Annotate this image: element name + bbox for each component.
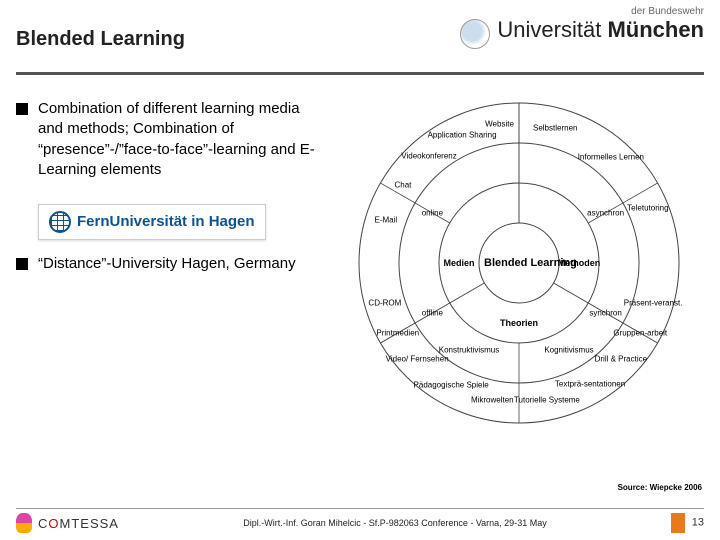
bullet-item: “Distance”-University Hagen, Germany xyxy=(16,254,326,274)
diagram-label: Textprä-sentationen xyxy=(555,379,625,388)
diagram-label: Präsent-veranst. xyxy=(624,299,683,308)
diagram-label: Printmedien xyxy=(376,329,419,338)
diagram-label: Videokonferenz xyxy=(401,151,456,160)
globe-icon xyxy=(460,19,490,49)
source-note: Source: Wiepcke 2006 xyxy=(618,483,702,492)
diagram-label: Application Sharing xyxy=(428,131,497,140)
slide-footer: COMTESSA Dipl.-Wirt.-Inf. Goran Mihelcic… xyxy=(0,508,720,540)
diagram-label: Video/ Fernsehen xyxy=(386,355,449,364)
footer-caption: Dipl.-Wirt.-Inf. Goran Mihelcic - Sf.P-9… xyxy=(119,518,671,528)
diagram-label: CD-ROM xyxy=(368,299,401,308)
bullet-marker xyxy=(16,103,28,115)
footer-brand: COMTESSA xyxy=(16,513,119,533)
bullet-text: “Distance”-University Hagen, Germany xyxy=(38,254,326,274)
diagram-center-label: Blended Learning xyxy=(484,257,554,269)
slide-content: Combination of different learning media … xyxy=(0,75,720,475)
diagram-label: Kognitivismus xyxy=(544,345,593,354)
bullet-list: Combination of different learning media … xyxy=(16,99,326,274)
diagram-label: Chat xyxy=(394,180,411,189)
diagram-label: E-Mail xyxy=(375,215,398,224)
diagram-label: Drill & Practice xyxy=(595,355,647,364)
fernuni-logo-label: FernUniversität in Hagen xyxy=(77,213,255,230)
comtessa-icon xyxy=(16,513,32,533)
diagram-label: offline xyxy=(422,309,443,318)
footer-row: COMTESSA Dipl.-Wirt.-Inf. Goran Mihelcic… xyxy=(0,509,720,533)
university-logo: der Bundeswehr Universität München xyxy=(460,6,704,49)
diagram-label: Mikrowelten xyxy=(471,396,514,405)
uni-name: Universität München xyxy=(497,17,704,42)
bullet-marker xyxy=(16,258,28,270)
diagram-label: Selbstlernen xyxy=(533,123,577,132)
diagram-label: Theorien xyxy=(500,318,538,328)
slide-header: Blended Learning der Bundeswehr Universi… xyxy=(0,0,720,72)
diagram-label: Konstruktivismus xyxy=(439,345,499,354)
diagram-label: Informelles Lernen xyxy=(578,153,644,162)
comtessa-text: COMTESSA xyxy=(38,516,119,531)
diagram-label: Methoden xyxy=(558,258,601,268)
diagram-label: Gruppen-arbeit xyxy=(613,329,667,338)
page-number: 13 xyxy=(692,517,704,529)
diagram-label: Medien xyxy=(443,258,474,268)
diagram-label: synchron xyxy=(589,309,621,318)
footer-page: 13 xyxy=(671,513,704,533)
bullet-item: Combination of different learning media … xyxy=(16,99,326,180)
diagram-label: Pädagogische Spiele xyxy=(414,381,489,390)
diagram-label: Tutorielle Systeme xyxy=(514,396,580,405)
blended-learning-diagram: Blended Learning Medien Methoden Theorien on… xyxy=(334,83,704,443)
fernuni-logo: FernUniversität in Hagen xyxy=(38,204,266,240)
diagram-label: online xyxy=(422,209,443,218)
fernuni-globe-icon xyxy=(49,211,71,233)
bullet-text: Combination of different learning media … xyxy=(38,99,326,180)
diagram-label: asynchron xyxy=(587,209,624,218)
diagram-label: Teletutoring xyxy=(627,204,668,213)
page-accent xyxy=(671,513,685,533)
uni-tagline: der Bundeswehr xyxy=(460,6,704,17)
diagram-label: Website xyxy=(485,120,514,129)
